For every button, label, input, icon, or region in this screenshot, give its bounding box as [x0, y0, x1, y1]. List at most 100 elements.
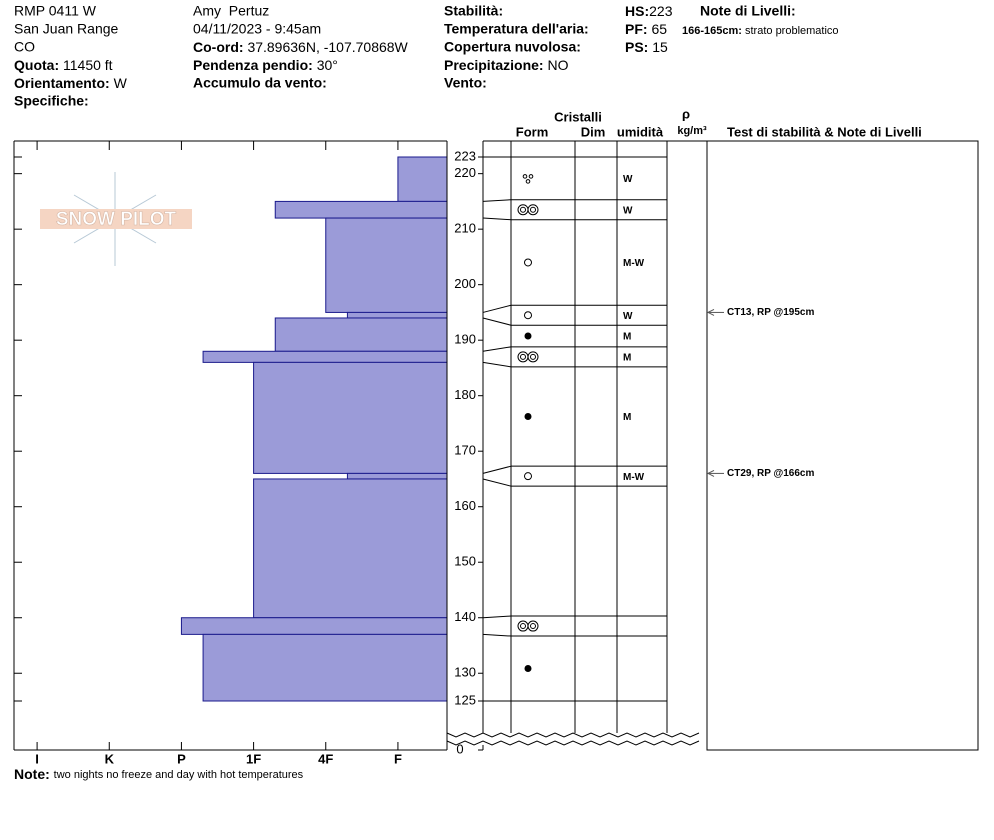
layer-boundary — [482, 361, 512, 368]
layer-note: 166-165cm: strato problematico — [682, 25, 839, 37]
label: Precipitazione: — [444, 57, 544, 73]
hardness-bar — [346, 311, 448, 319]
value: 11450 ft — [63, 57, 113, 73]
value: 223 — [649, 3, 673, 19]
y-tick-label: 0 — [456, 741, 463, 756]
logo: SNOW PILOT — [40, 172, 192, 266]
moisture: M — [623, 332, 631, 343]
layer-boundary — [482, 317, 512, 326]
range: San Juan Range — [14, 21, 119, 37]
hardness-bar — [202, 350, 448, 363]
layer-boundary — [482, 465, 512, 474]
moisture: M — [623, 352, 631, 363]
specifics: Specifiche: — [14, 93, 89, 109]
grain-icon — [527, 351, 539, 363]
x-tick-label: K — [105, 751, 115, 766]
hardness-bar — [346, 472, 448, 480]
pf: PF: 65 — [625, 21, 667, 37]
ps: PS: 15 — [625, 39, 668, 55]
x-tick-label: 4F — [318, 751, 333, 766]
plot: I K P 1F 4F F 125 130 140 150 160 170 180 190 200 210 22… — [13, 140, 979, 766]
note: Note: two nights no freeze and day with … — [14, 766, 304, 782]
y-tick-label: 130 — [454, 665, 476, 680]
tests-box — [706, 140, 979, 751]
grain-icon — [527, 620, 539, 632]
value: 15 — [652, 39, 668, 55]
logo-text: SNOW PILOT — [56, 209, 177, 230]
hardness-bar — [253, 361, 448, 474]
size: Dim — [581, 124, 606, 139]
grain-icon — [524, 311, 532, 320]
observer: Amy Pertuz — [193, 3, 269, 19]
hardness-bar — [325, 217, 448, 313]
y-tick-label: 125 — [454, 692, 476, 707]
layer-boundary — [482, 346, 512, 352]
test-label: CT13, RP @195cm — [727, 307, 814, 318]
grain-icon — [525, 179, 531, 184]
hardness-bar — [253, 478, 448, 619]
label: Orientamento: — [14, 75, 110, 91]
grain-icon — [524, 665, 532, 673]
text: two nights no freeze and day with hot te… — [54, 769, 304, 781]
coords: Co-ord: 37.89636N, -107.70868W — [193, 39, 409, 55]
logo-band — [40, 209, 192, 229]
wind: Vento: — [444, 75, 487, 91]
test-arrowhead — [706, 469, 715, 477]
x-tick-label: P — [177, 751, 186, 766]
grain-icon — [527, 204, 539, 216]
layer-notes-title: Note di Livelli: — [700, 3, 796, 19]
test-label: CT29, RP @166cm — [727, 468, 814, 479]
grain-icon — [524, 413, 532, 421]
layer-boundary — [482, 217, 512, 221]
hardness-bar — [202, 633, 448, 702]
layer-boundary — [482, 199, 512, 202]
y-tick-label: 180 — [454, 387, 476, 402]
layer-boundary — [482, 304, 512, 313]
y-tick-label: 223 — [454, 148, 476, 163]
density-unit: kg/m³ — [677, 125, 707, 137]
slope: Pendenza pendio: 30° — [193, 57, 338, 73]
label: Note: — [14, 766, 50, 782]
grain-icon — [520, 206, 526, 213]
y-tick-label: 190 — [454, 332, 476, 347]
state: CO — [14, 39, 35, 55]
air-temp: Temperatura dell'aria: — [444, 21, 589, 37]
text: strato problematico — [745, 25, 839, 37]
value: 37.89636N, -107.70868W — [247, 39, 408, 55]
moisture: W — [623, 311, 633, 322]
value: W — [114, 75, 128, 91]
x-tick-label: F — [394, 751, 402, 766]
value: NO — [547, 57, 568, 73]
hardness-bar — [180, 617, 448, 635]
tests-title: Test di stabilità & Note di Livelli — [727, 124, 922, 139]
elevation: Quota: 11450 ft — [14, 57, 113, 73]
grain-icon — [524, 258, 532, 267]
moisture: umidità — [617, 124, 664, 139]
y-tick-label: 220 — [454, 165, 476, 180]
y-tick-label: 160 — [454, 498, 476, 513]
moisture: W — [623, 174, 633, 185]
hardness-bar — [397, 156, 448, 202]
grain-icon — [517, 620, 529, 632]
label: PF: — [625, 21, 648, 37]
grain-icon — [520, 623, 526, 630]
moisture: M — [623, 412, 631, 423]
y-tick-label: 150 — [454, 554, 476, 569]
layer-boundary — [482, 478, 512, 487]
moisture: W — [623, 205, 633, 216]
wind-loading: Accumulo da vento: — [193, 75, 327, 91]
density: ρ — [682, 106, 690, 121]
label: Co-ord: — [193, 39, 244, 55]
label: Pendenza pendio: — [193, 57, 313, 73]
moisture: M-W — [623, 472, 645, 483]
grain-icon — [522, 174, 528, 179]
form: Form — [516, 124, 549, 139]
axis-break — [446, 732, 700, 738]
layer-boundary — [482, 633, 512, 637]
label: PS: — [625, 39, 648, 55]
value: 30° — [317, 57, 338, 73]
y-tick-label: 170 — [454, 443, 476, 458]
stability: Stabilità: — [444, 3, 503, 19]
